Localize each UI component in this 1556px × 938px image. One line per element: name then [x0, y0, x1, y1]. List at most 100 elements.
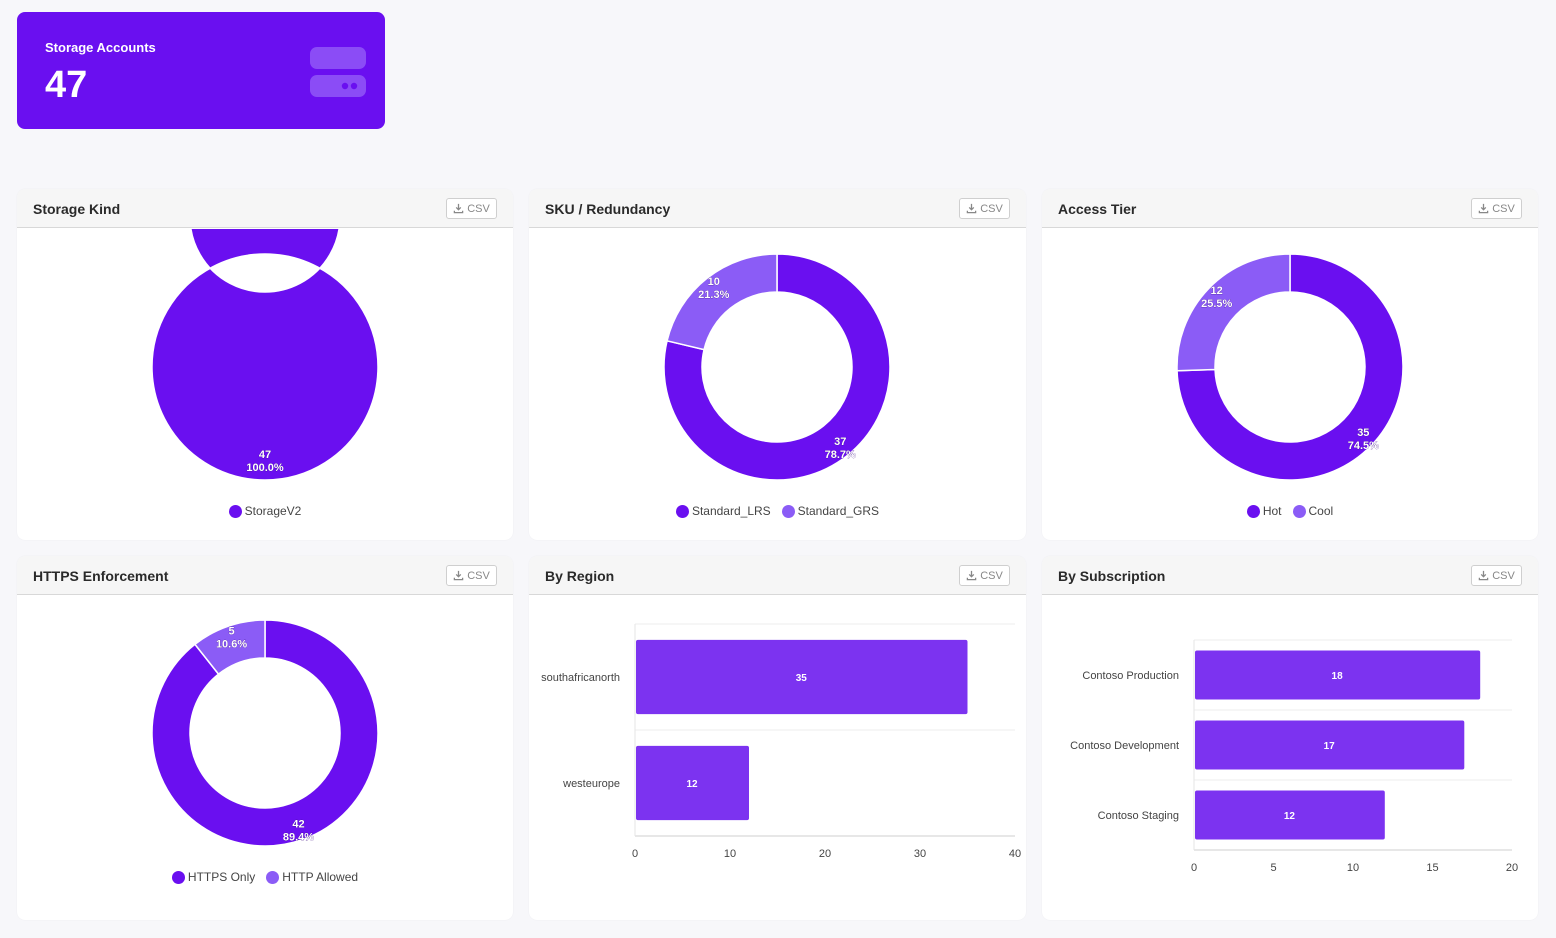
card-title: Storage Kind: [33, 201, 121, 217]
legend-item[interactable]: Standard_LRS: [675, 504, 771, 518]
x-tick-label: 0: [632, 848, 638, 860]
x-tick-label: 10: [1347, 862, 1359, 874]
legend-swatch: [781, 504, 795, 518]
legend-swatch: [171, 870, 185, 884]
bar[interactable]: [636, 639, 968, 715]
by-subscription-card: By Subscription CSV 18 Contoso Production…: [1042, 556, 1538, 920]
slice-value-label: 12: [1211, 285, 1223, 297]
legend-label: HTTP Allowed: [282, 870, 359, 884]
x-tick-label: 15: [1426, 862, 1438, 874]
csv-download-button[interactable]: CSV: [1471, 565, 1522, 586]
card-header: Access Tier CSV: [1042, 189, 1538, 228]
x-tick-label: 30: [914, 848, 926, 860]
bar[interactable]: [1195, 650, 1481, 700]
donut-slice[interactable]: [1176, 253, 1404, 481]
donut-slice[interactable]: [151, 229, 379, 481]
storage-accounts-kpi-card: Storage Accounts 47: [17, 12, 385, 129]
legend-swatch: [675, 504, 689, 518]
card-header: By Subscription CSV: [1042, 556, 1538, 595]
bar-value-label: 12: [1284, 811, 1296, 822]
download-icon: [1478, 570, 1489, 581]
slice-percent-label: 78.7%: [825, 449, 856, 461]
csv-label: CSV: [980, 569, 1003, 582]
csv-download-button[interactable]: CSV: [1471, 198, 1522, 219]
category-tick-label: Contoso Development: [1070, 740, 1179, 752]
legend-label: StorageV2: [244, 504, 302, 518]
x-tick-label: 10: [724, 848, 736, 860]
kpi-value: 47: [45, 64, 88, 106]
donut-slice[interactable]: [663, 253, 891, 481]
slice-percent-label: 21.3%: [698, 289, 729, 301]
slice-percent-label: 25.5%: [1201, 298, 1232, 310]
legend-item[interactable]: Cool: [1292, 504, 1333, 518]
csv-label: CSV: [467, 569, 490, 582]
csv-label: CSV: [1492, 202, 1515, 215]
slice-value-label: 10: [708, 276, 720, 288]
csv-download-button[interactable]: CSV: [959, 198, 1010, 219]
chart-legend: StorageV2: [17, 504, 513, 518]
x-tick-label: 40: [1009, 848, 1021, 860]
csv-label: CSV: [980, 202, 1003, 215]
donut-slice[interactable]: [1176, 253, 1291, 372]
legend-swatch: [1246, 504, 1260, 518]
csv-label: CSV: [1492, 569, 1515, 582]
subscription-bar-chart: 18 Contoso Production 17 Contoso Developmen…: [1070, 639, 1518, 874]
card-header: HTTPS Enforcement CSV: [17, 556, 513, 595]
download-icon: [453, 570, 464, 581]
slice-percent-label: 10.6%: [216, 639, 247, 651]
legend-swatch: [1292, 504, 1306, 518]
slice-value-label: 5: [228, 626, 234, 638]
legend-label: Hot: [1262, 504, 1282, 518]
storage-kind-card: Storage Kind CSV 47 100.0% StorageV2: [17, 189, 513, 540]
bar-value-label: 12: [686, 779, 698, 790]
card-header: Storage Kind CSV: [17, 189, 513, 228]
category-tick-label: Contoso Production: [1082, 670, 1179, 682]
card-title: Access Tier: [1058, 201, 1137, 217]
legend-label: Standard_LRS: [691, 504, 771, 518]
card-title: SKU / Redundancy: [545, 201, 671, 217]
csv-download-button[interactable]: CSV: [959, 565, 1010, 586]
donut-slice[interactable]: [193, 619, 266, 676]
legend-item[interactable]: Hot: [1246, 504, 1282, 518]
card-title: By Subscription: [1058, 568, 1166, 584]
category-tick-label: westeurope: [562, 778, 620, 790]
x-tick-label: 20: [819, 848, 831, 860]
csv-label: CSV: [467, 202, 490, 215]
card-header: By Region CSV: [529, 556, 1026, 595]
bar-value-label: 17: [1324, 741, 1336, 752]
download-icon: [1478, 203, 1489, 214]
legend-swatch: [266, 870, 280, 884]
chart-legend: HTTPS Only HTTP Allowed: [17, 870, 513, 884]
x-tick-label: 0: [1191, 862, 1197, 874]
access-tier-card: Access Tier CSV 35 74.5% 12 25.5% Hot Cool: [1042, 189, 1538, 540]
kpi-label: Storage Accounts: [45, 40, 156, 55]
csv-download-button[interactable]: CSV: [446, 565, 497, 586]
slice-value-label: 35: [1357, 427, 1369, 439]
legend-item[interactable]: HTTP Allowed: [266, 870, 358, 884]
bar[interactable]: [1195, 720, 1465, 770]
donut-slice[interactable]: [151, 619, 379, 847]
card-title: By Region: [545, 568, 615, 584]
slice-value-label: 47: [259, 449, 271, 461]
donut-slice[interactable]: [666, 253, 778, 351]
category-tick-label: southafricanorth: [541, 672, 620, 684]
download-icon: [453, 203, 464, 214]
category-tick-label: Contoso Staging: [1098, 810, 1179, 822]
download-icon: [966, 570, 977, 581]
legend-label: Standard_GRS: [797, 504, 880, 518]
sku-redundancy-card: SKU / Redundancy CSV 37 78.7% 10 21.3% Stan…: [529, 189, 1026, 540]
chart-legend: Standard_LRS Standard_GRS: [529, 504, 1026, 518]
slice-percent-label: 89.4%: [283, 831, 314, 843]
by-region-card: By Region CSV 35 southafricanorth 12 westeu…: [529, 556, 1026, 920]
bar-value-label: 35: [796, 673, 808, 684]
bar[interactable]: [1195, 790, 1385, 840]
legend-item[interactable]: StorageV2: [228, 504, 302, 518]
csv-download-button[interactable]: CSV: [446, 198, 497, 219]
download-icon: [966, 203, 977, 214]
legend-item[interactable]: Standard_GRS: [781, 504, 880, 518]
chart-legend: Hot Cool: [1042, 504, 1538, 518]
bar[interactable]: [636, 745, 749, 821]
legend-item[interactable]: HTTPS Only: [171, 870, 255, 884]
